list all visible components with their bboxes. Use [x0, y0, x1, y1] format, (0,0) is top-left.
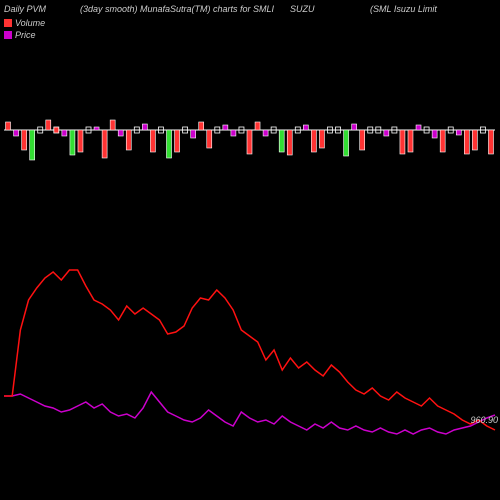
current-price-label: 960.90: [470, 415, 498, 425]
chart-canvas: [0, 0, 500, 500]
